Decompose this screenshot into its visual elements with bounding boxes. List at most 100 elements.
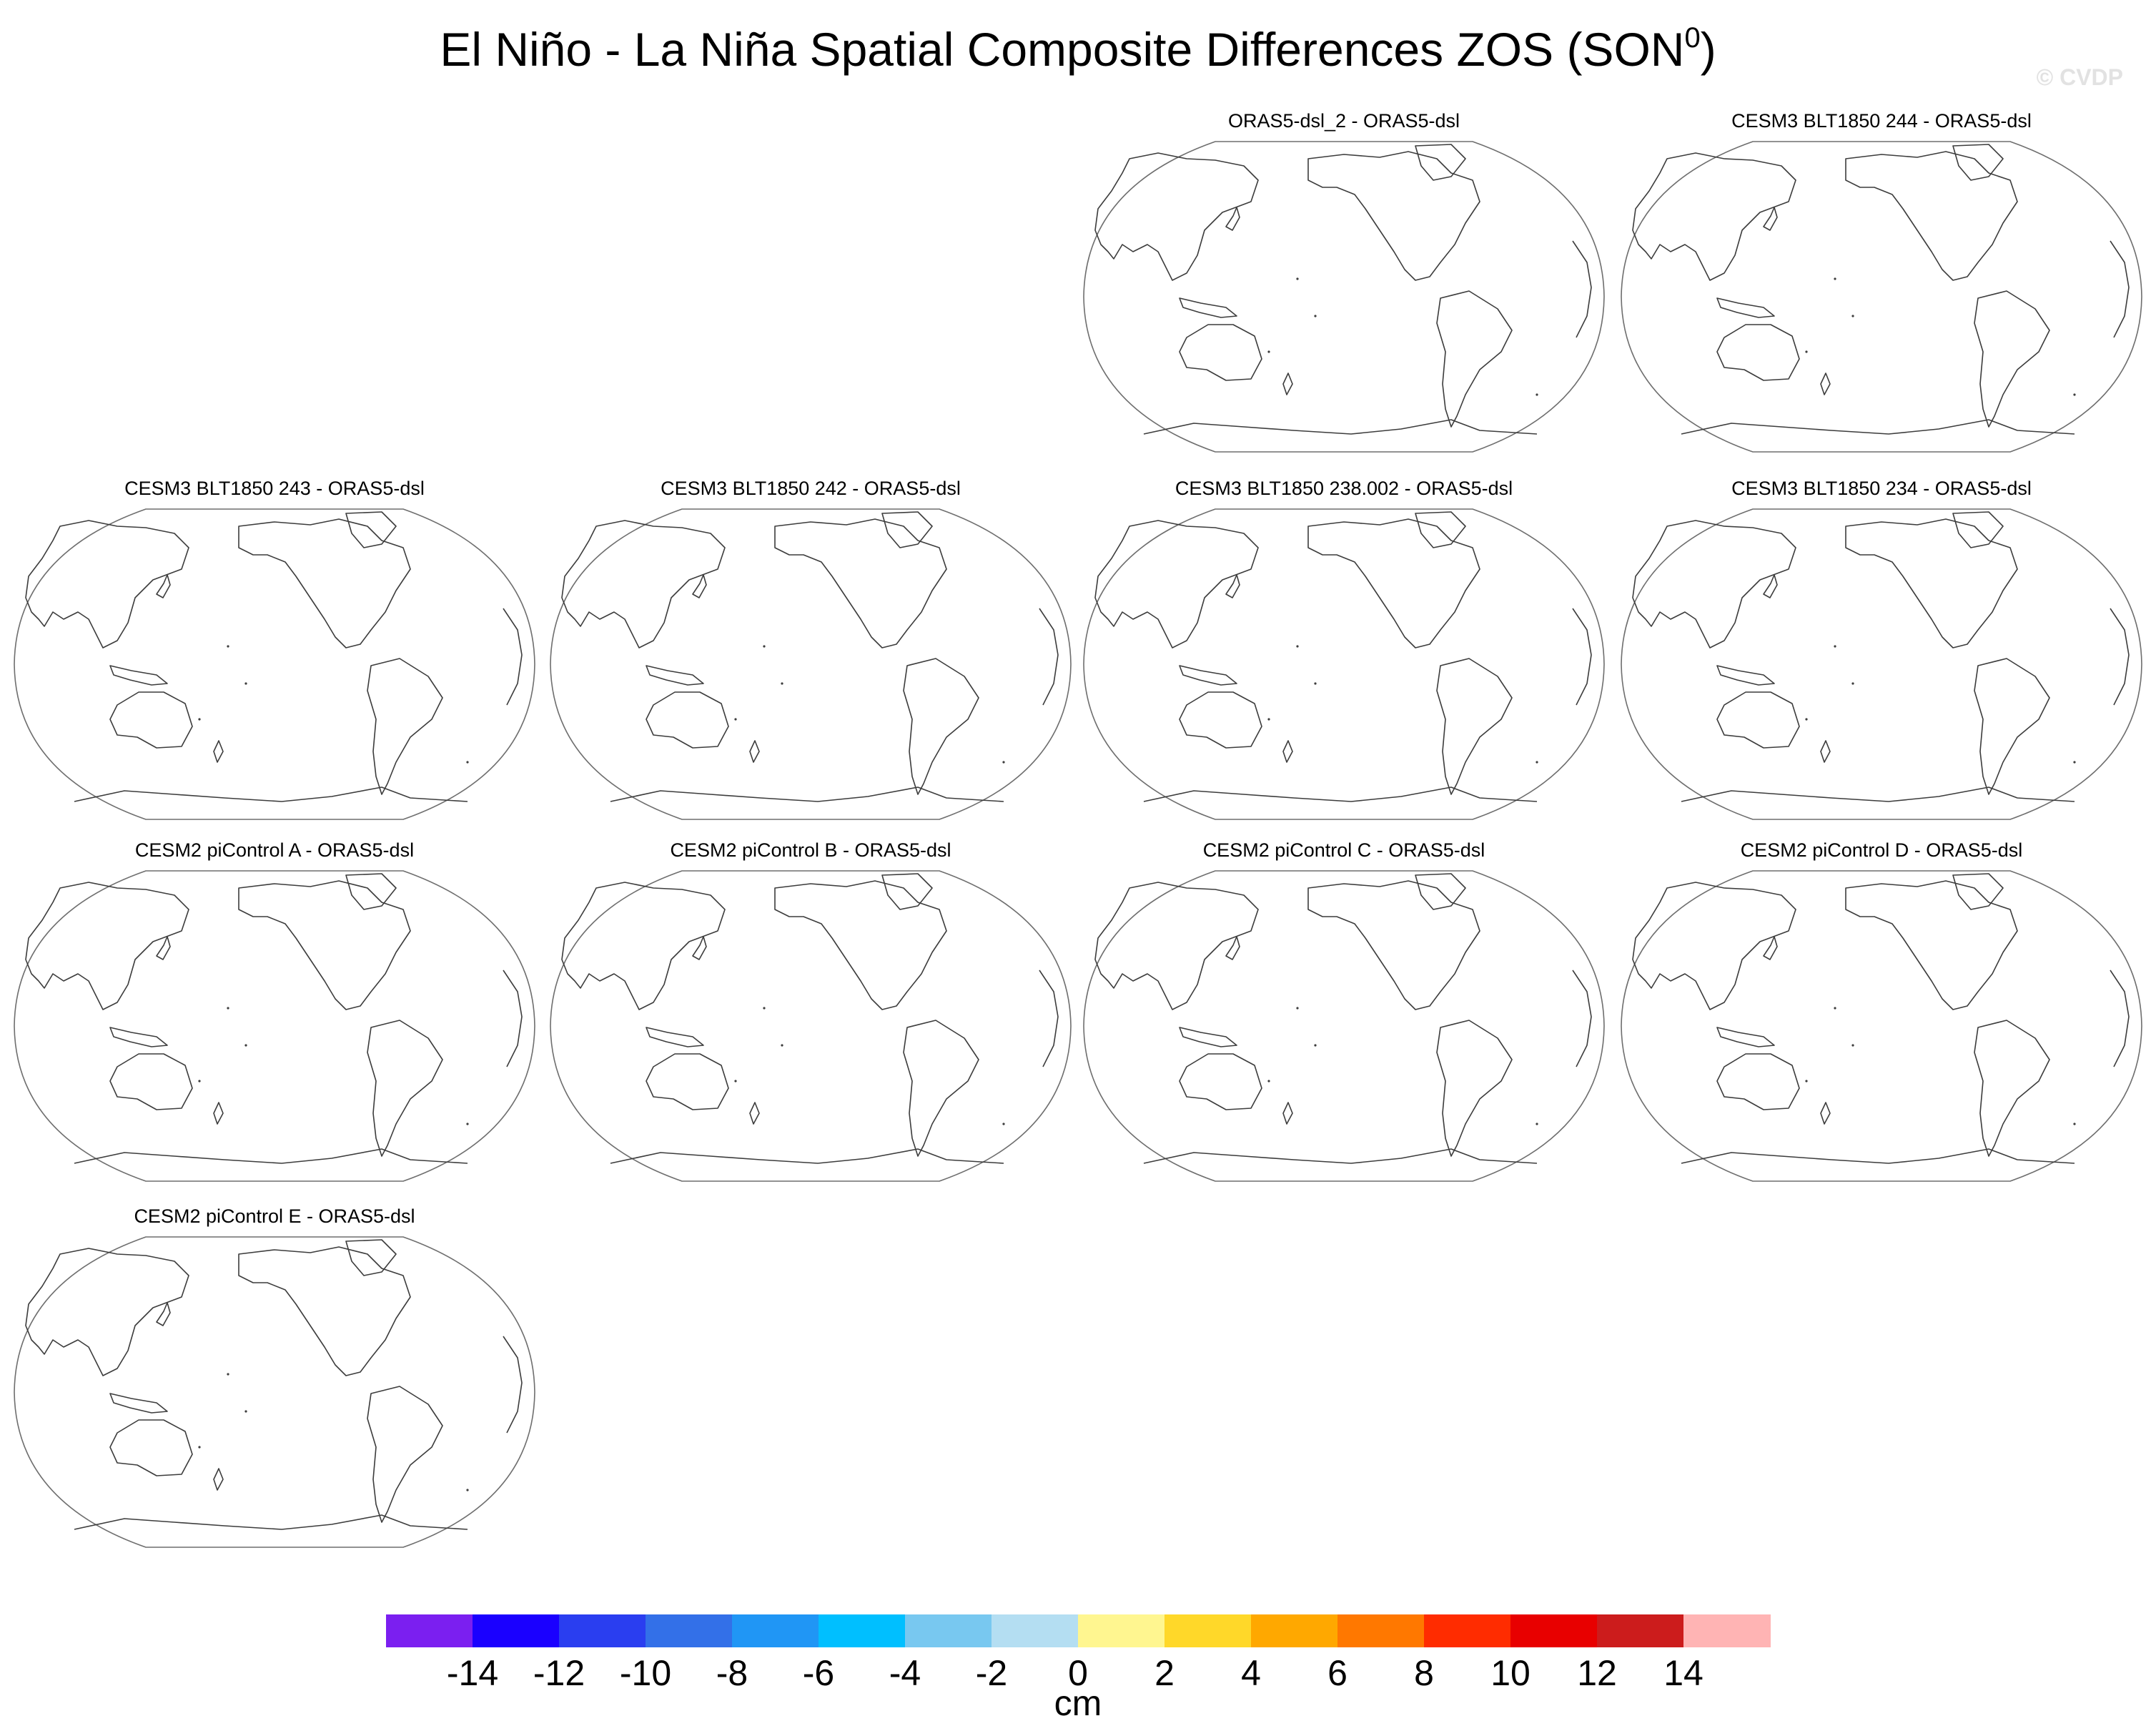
australia-coast	[1716, 691, 1800, 749]
maritime-continent	[1716, 665, 1775, 686]
map-boundary	[14, 508, 535, 820]
small-islands	[198, 645, 469, 764]
africa-edge	[503, 1336, 523, 1434]
panel-title: CESM2 piControl D - ORAS5-dsl	[1740, 839, 2023, 861]
greenland	[345, 873, 397, 910]
greenland	[1952, 873, 2004, 910]
antarctica-coast	[1143, 786, 1538, 802]
africa-edge	[2110, 240, 2130, 338]
new-zealand	[1282, 740, 1293, 763]
small-islands	[734, 1007, 1005, 1125]
colorbar-tick-label: -10	[619, 1653, 672, 1693]
antarctica-coast	[1681, 786, 2075, 802]
panel-title: CESM2 piControl C - ORAS5-dsl	[1202, 839, 1485, 861]
small-islands	[1267, 1007, 1538, 1125]
map-boundary	[550, 870, 1072, 1182]
colorbar-tick-label: 2	[1154, 1653, 1175, 1693]
africa-edge	[503, 608, 523, 706]
coastlines	[25, 511, 523, 802]
coastlines	[1632, 511, 2130, 802]
north-america-coast	[1307, 880, 1480, 1010]
world-map	[1083, 870, 1605, 1182]
colorbar-segment	[1337, 1614, 1425, 1647]
australia-coast	[1716, 324, 1800, 381]
maritime-continent	[1179, 1027, 1237, 1047]
new-zealand	[213, 1102, 224, 1125]
map-panel: CESM3 BLT1850 242 - ORAS5-dsl	[546, 476, 1075, 827]
map-panel: CESM2 piControl E - ORAS5-dsl	[10, 1204, 539, 1554]
world-map	[14, 1236, 535, 1548]
japan-coast	[1763, 574, 1778, 598]
small-islands	[198, 1373, 469, 1491]
world-map	[1621, 870, 2142, 1182]
colorbar-tick-label: 4	[1241, 1653, 1261, 1693]
maritime-continent	[1179, 297, 1237, 318]
map-panel: CESM2 piControl A - ORAS5-dsl	[10, 838, 539, 1188]
antarctica-coast	[74, 786, 468, 802]
map-boundary	[1621, 508, 2142, 820]
small-islands	[1267, 277, 1538, 396]
japan-coast	[156, 1302, 171, 1326]
title-close-paren: )	[1700, 23, 1716, 76]
colorbar-tick-label: -4	[889, 1653, 921, 1693]
small-islands	[1805, 277, 2076, 396]
australia-coast	[109, 691, 193, 749]
australia-coast	[1179, 324, 1262, 381]
colorbar-segment	[1251, 1614, 1338, 1647]
japan-coast	[1763, 207, 1778, 231]
colorbar-segment	[905, 1614, 992, 1647]
south-america-coast	[367, 1386, 443, 1523]
colorbar-segment	[386, 1614, 473, 1647]
south-america-coast	[1436, 290, 1513, 428]
colorbar-tick-label: 6	[1327, 1653, 1348, 1693]
map-boundary	[1083, 508, 1605, 820]
world-map	[550, 508, 1072, 820]
asia-coast	[1632, 152, 1796, 281]
north-america-coast	[1307, 151, 1480, 281]
asia-coast	[25, 520, 189, 648]
new-zealand	[213, 740, 224, 763]
africa-edge	[1572, 608, 1592, 706]
greenland	[1415, 511, 1466, 548]
map-panel: CESM3 BLT1850 243 - ORAS5-dsl	[10, 476, 539, 827]
antarctica-coast	[1681, 419, 2075, 435]
greenland	[345, 1239, 397, 1276]
maritime-continent	[109, 1393, 168, 1414]
small-islands	[734, 645, 1005, 764]
africa-edge	[1572, 240, 1592, 338]
map-panel: CESM3 BLT1850 244 - ORAS5-dsl	[1617, 109, 2146, 459]
new-zealand	[749, 740, 760, 763]
colorbar-segment	[559, 1614, 646, 1647]
world-map	[14, 508, 535, 820]
title-text: El Niño - La Niña Spatial Composite Diff…	[440, 23, 1685, 76]
panel-title: CESM2 piControl A - ORAS5-dsl	[134, 839, 415, 861]
new-zealand	[1282, 1102, 1293, 1125]
colorbar-segment	[819, 1614, 906, 1647]
australia-coast	[1716, 1053, 1800, 1110]
map-boundary	[1621, 141, 2142, 453]
greenland	[345, 511, 397, 548]
map-panel: CESM2 piControl D - ORAS5-dsl	[1617, 838, 2146, 1188]
colorbar-tick-label: -2	[975, 1653, 1008, 1693]
cvdp-watermark: © CVDP	[2036, 64, 2123, 90]
north-america-coast	[238, 880, 411, 1010]
map-panel: CESM3 BLT1850 238.002 - ORAS5-dsl	[1079, 476, 1608, 827]
asia-coast	[25, 1248, 189, 1376]
north-america-coast	[774, 880, 947, 1010]
world-map	[1083, 141, 1605, 453]
colorbar-segment	[732, 1614, 819, 1647]
south-america-coast	[1974, 658, 2050, 795]
africa-edge	[503, 970, 523, 1067]
greenland	[1952, 511, 2004, 548]
colorbar-tick-label: 10	[1490, 1653, 1531, 1693]
antarctica-coast	[74, 1514, 468, 1530]
map-boundary	[1083, 870, 1605, 1182]
small-islands	[1267, 645, 1538, 764]
colorbar-segment	[473, 1614, 560, 1647]
maritime-continent	[109, 1027, 168, 1047]
map-panel: CESM2 piControl B - ORAS5-dsl	[546, 838, 1075, 1188]
title-superscript: 0	[1684, 22, 1701, 54]
antarctica-coast	[610, 1148, 1004, 1164]
south-america-coast	[1436, 658, 1513, 795]
coastlines	[1094, 511, 1592, 802]
